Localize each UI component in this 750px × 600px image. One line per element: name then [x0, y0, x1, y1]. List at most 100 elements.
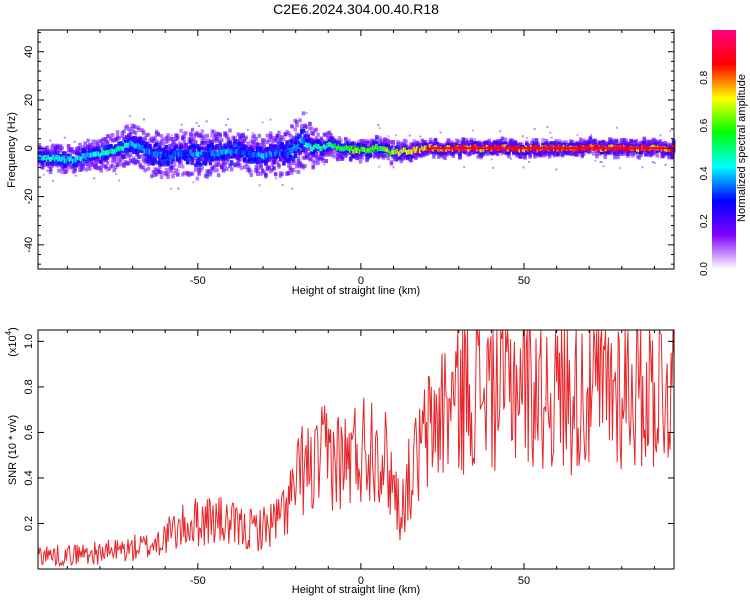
spectral-speckle — [589, 134, 592, 137]
spectral-cell — [252, 146, 257, 151]
y-tick-label: 20 — [23, 94, 35, 106]
spectral-cell — [360, 155, 364, 160]
spectral-cell — [293, 150, 298, 155]
spectral-cell — [479, 155, 483, 160]
spectral-cell — [265, 133, 270, 138]
spectral-cell — [156, 132, 161, 137]
spectral-cell — [174, 145, 178, 150]
colorbar: 0.00.20.40.60.8 Normalized spectral ampl… — [699, 30, 748, 276]
spectral-core-cell — [286, 151, 291, 157]
spectral-cell — [432, 154, 436, 159]
y-tick-label: 0 — [23, 145, 35, 151]
spectral-cell — [298, 161, 302, 166]
spectral-cell — [158, 141, 162, 146]
spectral-cell — [208, 172, 213, 177]
spectral-speckle — [177, 187, 180, 190]
spectral-cell — [293, 154, 298, 159]
spectral-cell — [293, 127, 298, 132]
spectral-cell — [503, 142, 508, 147]
spectral-cell — [621, 151, 625, 156]
spectral-cell — [238, 162, 242, 167]
spectral-cell — [60, 146, 64, 151]
spectral-cell — [128, 130, 133, 135]
spectral-cell — [306, 134, 311, 139]
spectral-cell — [154, 139, 159, 144]
spectral-cell — [376, 155, 381, 160]
spectral-cell — [335, 157, 340, 162]
spectral-cell — [327, 130, 332, 135]
spectral-cell — [205, 172, 209, 177]
spectral-cell — [275, 135, 280, 140]
spectral-speckle — [550, 144, 553, 147]
spectral-cell — [198, 144, 203, 149]
spectral-cell — [591, 151, 596, 156]
spectral-cell — [397, 155, 402, 160]
spectral-cell — [340, 156, 345, 161]
spectral-cell — [262, 142, 267, 147]
spectral-cell — [190, 171, 195, 176]
spectral-speckle — [106, 169, 109, 172]
spectral-speckle — [180, 123, 183, 126]
spectral-cell — [544, 138, 549, 143]
spectral-cell — [256, 165, 260, 170]
spectral-cell — [158, 165, 162, 170]
spectral-speckle — [149, 152, 152, 155]
spectral-cell — [57, 168, 61, 173]
spectral-speckle — [107, 168, 110, 171]
spectral-cell — [254, 157, 258, 162]
spectral-speckle — [377, 136, 380, 139]
spectral-speckle — [177, 169, 180, 172]
spectral-cell — [264, 174, 268, 179]
spectral-cell — [379, 138, 384, 143]
spectral-cell — [262, 145, 267, 150]
spectral-speckle — [651, 161, 654, 164]
spectral-cell — [195, 130, 200, 135]
x-tick-label: 50 — [518, 575, 530, 587]
spectral-cell — [220, 138, 224, 143]
spectral-cell — [172, 139, 177, 144]
spectrogram-ticks — [38, 30, 674, 269]
spectral-speckle — [379, 135, 382, 138]
spectral-cell — [495, 151, 500, 156]
spectral-cell — [242, 165, 247, 170]
spectral-cell — [329, 149, 333, 154]
spectral-speckle — [328, 138, 331, 141]
spectral-cell — [194, 140, 198, 145]
spectral-cell — [259, 171, 263, 176]
spectral-speckle — [109, 138, 112, 141]
spectral-cell — [81, 166, 86, 171]
spectral-cell — [541, 138, 545, 143]
spectral-cell — [138, 162, 143, 167]
spectral-speckle — [142, 160, 145, 163]
spectral-cell — [316, 148, 320, 153]
spectral-cell — [112, 168, 116, 173]
spectral-speckle — [420, 156, 423, 159]
spectral-cell — [119, 141, 123, 146]
spectral-cell — [304, 130, 309, 135]
spectral-cell — [269, 144, 273, 149]
spectral-cell — [386, 143, 390, 148]
spectrogram-x-tick-labels: -50 0 50 — [190, 275, 530, 287]
spectral-speckle — [576, 134, 579, 137]
spectral-cell — [84, 159, 89, 164]
spectral-cell — [233, 136, 237, 141]
spectral-cell — [300, 123, 304, 128]
spectral-cell — [190, 139, 195, 144]
spectral-speckle — [81, 168, 84, 171]
spectral-cell — [570, 140, 575, 145]
spectral-speckle — [221, 162, 224, 165]
spectral-speckle — [106, 155, 109, 158]
spectral-cell — [130, 145, 134, 150]
spectral-cell — [200, 165, 205, 170]
spectral-speckle — [546, 142, 549, 145]
spectral-speckle — [492, 166, 495, 169]
spectral-speckle — [197, 125, 200, 128]
spectral-cell — [84, 147, 89, 152]
spectral-cell — [136, 128, 141, 133]
spectral-cell — [469, 137, 474, 142]
spectrogram-frame — [37, 29, 675, 270]
spectral-cell — [348, 157, 353, 162]
spectral-cell — [578, 137, 583, 142]
spectral-cell — [577, 151, 581, 156]
spectral-cell — [528, 153, 532, 158]
